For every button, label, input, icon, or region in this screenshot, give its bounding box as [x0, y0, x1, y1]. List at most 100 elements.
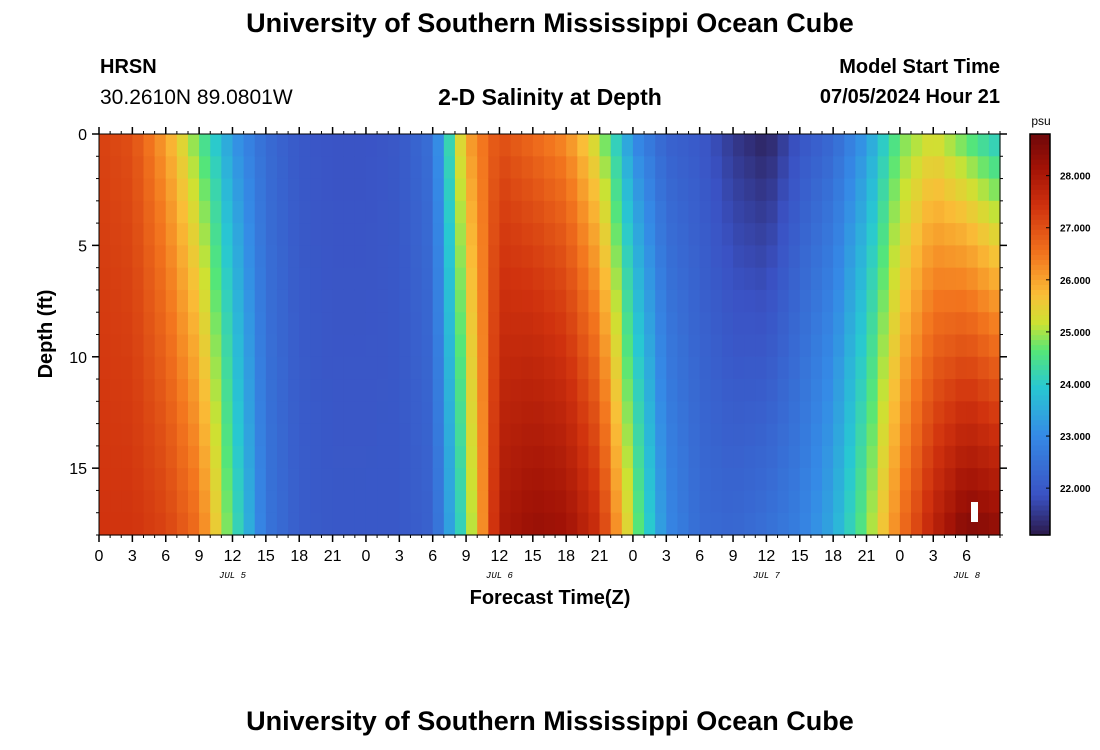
- heatmap-cell: [755, 312, 767, 336]
- colorbar-segment: [1030, 429, 1050, 436]
- heatmap-cell: [377, 312, 389, 336]
- heatmap-cell: [299, 512, 311, 536]
- heatmap-cell: [733, 245, 745, 269]
- heatmap-cell: [165, 423, 178, 447]
- heatmap-cell: [532, 223, 545, 246]
- heatmap-cell: [922, 178, 934, 202]
- heatmap-cell: [888, 468, 901, 492]
- heatmap-cell: [944, 156, 957, 180]
- heatmap-cell: [755, 267, 767, 291]
- heatmap-cell: [154, 178, 167, 202]
- heatmap-cell: [477, 401, 489, 425]
- heatmap-cell: [321, 245, 334, 269]
- heatmap-cell: [721, 200, 734, 224]
- heatmap-cell: [210, 379, 222, 402]
- heatmap-cell: [977, 512, 990, 536]
- heatmap-cell: [532, 490, 545, 514]
- heatmap-cell: [521, 334, 534, 358]
- heatmap-cell: [710, 334, 723, 358]
- heatmap-cell: [621, 512, 634, 536]
- heatmap-cell: [666, 178, 679, 202]
- heatmap-cell: [621, 468, 634, 492]
- heatmap-cell: [666, 289, 679, 313]
- heatmap-cell: [977, 289, 990, 313]
- heatmap-cell: [944, 267, 957, 291]
- heatmap-cell: [176, 468, 189, 492]
- heatmap-cell: [210, 156, 222, 180]
- heatmap-cell: [766, 512, 779, 536]
- heatmap-cell: [555, 334, 567, 358]
- heatmap-cell: [499, 401, 512, 425]
- heatmap-cell: [588, 490, 601, 514]
- heatmap-cell: [655, 267, 667, 291]
- heatmap-cell: [688, 245, 701, 269]
- heatmap-cell: [621, 490, 634, 514]
- heatmap-cell: [343, 156, 356, 180]
- heatmap-cell: [566, 289, 578, 313]
- heatmap-cell: [610, 401, 623, 425]
- heatmap-cell: [555, 445, 567, 469]
- heatmap-cell: [621, 401, 634, 425]
- heatmap-cell: [599, 490, 612, 514]
- heatmap-cell: [143, 312, 156, 336]
- heatmap-cell: [521, 512, 534, 536]
- heatmap-cell: [299, 223, 311, 246]
- heatmap-cell: [388, 401, 400, 425]
- heatmap-cell: [866, 312, 879, 336]
- heatmap-cell: [855, 156, 868, 180]
- model-start-label: Model Start Time: [839, 56, 1000, 78]
- heatmap-cell: [977, 356, 990, 380]
- heatmap-cell: [699, 156, 712, 180]
- heatmap-cell: [399, 468, 412, 492]
- heatmap-cell: [410, 334, 423, 358]
- heatmap-cell: [121, 356, 133, 380]
- heatmap-cell: [555, 134, 567, 157]
- heatmap-cell: [977, 423, 990, 447]
- heatmap-cell: [143, 267, 156, 291]
- heatmap-cell: [532, 312, 545, 336]
- heatmap-cell: [844, 445, 856, 469]
- heatmap-cell: [688, 312, 701, 336]
- heatmap-cell: [110, 401, 122, 425]
- heatmap-cell: [699, 267, 712, 291]
- heatmap-cell: [288, 423, 300, 447]
- heatmap-cell: [421, 134, 434, 157]
- heatmap-cell: [588, 156, 601, 180]
- heatmap-cell: [855, 245, 868, 269]
- heatmap-cell: [977, 223, 990, 246]
- heatmap-cell: [210, 200, 222, 224]
- heatmap-cell: [243, 200, 256, 224]
- heatmap-cell: [710, 223, 723, 246]
- heatmap-cell: [499, 312, 512, 336]
- heatmap-cell: [688, 289, 701, 313]
- heatmap-cell: [888, 423, 901, 447]
- heatmap-cell: [933, 356, 945, 380]
- heatmap-cell: [599, 356, 612, 380]
- heatmap-cell: [766, 379, 779, 402]
- heatmap-cell: [822, 267, 834, 291]
- heatmap-cell: [454, 490, 467, 514]
- heatmap-cell: [243, 423, 256, 447]
- heatmap-cell: [911, 512, 923, 536]
- heatmap-cell: [121, 267, 133, 291]
- x-tick-label: 0: [628, 548, 637, 565]
- heatmap-cell: [888, 401, 901, 425]
- heatmap-cell: [577, 334, 590, 358]
- colorbar-segment: [1030, 359, 1050, 366]
- heatmap-cell: [899, 156, 912, 180]
- heatmap-cell: [644, 245, 656, 269]
- heatmap-cell: [855, 289, 868, 313]
- heatmap-cell: [321, 312, 334, 336]
- heatmap-cell: [165, 245, 178, 269]
- heatmap-cell: [466, 312, 478, 336]
- heatmap-cell: [688, 423, 701, 447]
- heatmap-cell: [510, 289, 523, 313]
- heatmap-cell: [677, 423, 690, 447]
- heatmap-cell: [988, 289, 1001, 313]
- heatmap-cell: [477, 468, 489, 492]
- heatmap-cell: [755, 356, 767, 380]
- heatmap-cell: [588, 334, 601, 358]
- heatmap-cell: [232, 200, 245, 224]
- heatmap-cell: [688, 379, 701, 402]
- colorbar-segment: [1030, 514, 1050, 521]
